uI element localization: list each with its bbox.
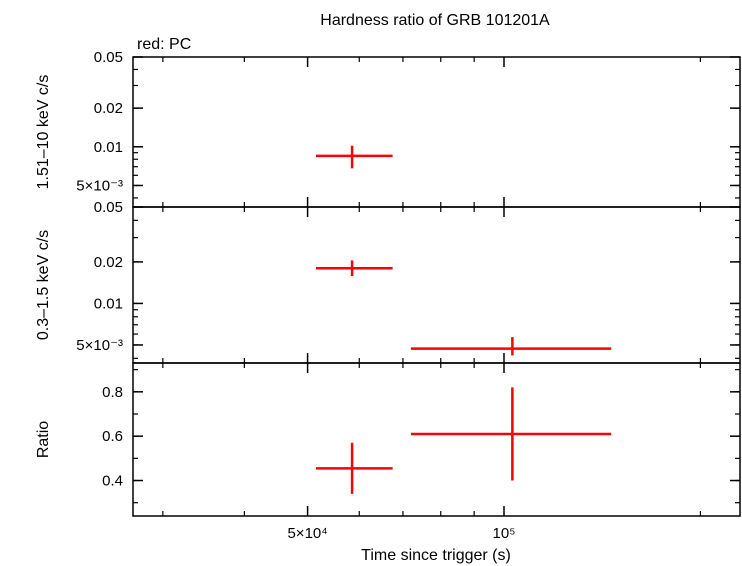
y-tick-label: 0.01	[94, 295, 123, 312]
panel-3: 0.8 0.6 0.4 5×10⁴ 10⁵ Ratio	[35, 362, 741, 542]
x-tick-label: 10⁵	[493, 525, 516, 542]
y-tick-label: 0.05	[94, 49, 123, 66]
y-tick-label: 5×10⁻³	[76, 337, 123, 354]
legend-note: red: PC	[137, 36, 191, 53]
y-tick-label: 0.02	[94, 254, 123, 271]
panel-frame	[132, 362, 741, 517]
y-axis-label: 1.51–10 keV c/s	[35, 75, 52, 190]
y-axis-label: 0.3–1.5 keV c/s	[35, 230, 52, 340]
y-tick-label: 0.05	[94, 199, 123, 216]
y-axis-label: Ratio	[35, 421, 52, 458]
y-tick-label: 0.02	[94, 100, 123, 117]
panels: 0.050.020.015×10⁻³1.51–10 keV c/s0.050.0…	[35, 49, 741, 542]
y-tick-label: 5×10⁻³	[76, 177, 123, 194]
x-tick-label: 5×10⁴	[287, 525, 327, 542]
x-axis-label: Time since trigger (s)	[361, 547, 511, 564]
y-tick-label: 0.8	[102, 384, 123, 401]
y-tick-label: 0.4	[102, 473, 123, 490]
panel-1: 0.05 0.02 0.01 5×10⁻³ 1.51–10 keV c/s	[35, 49, 741, 208]
chart-title: Hardness ratio of GRB 101201A	[320, 12, 550, 29]
y-tick-label: 0.01	[94, 139, 123, 156]
panel-2: 0.05 0.02 0.01 5×10⁻³ 0.3–1.5 keV c/s	[35, 199, 741, 364]
panel-frame	[132, 56, 741, 208]
y-tick-label: 0.6	[102, 428, 123, 445]
panel-frame	[132, 206, 741, 364]
